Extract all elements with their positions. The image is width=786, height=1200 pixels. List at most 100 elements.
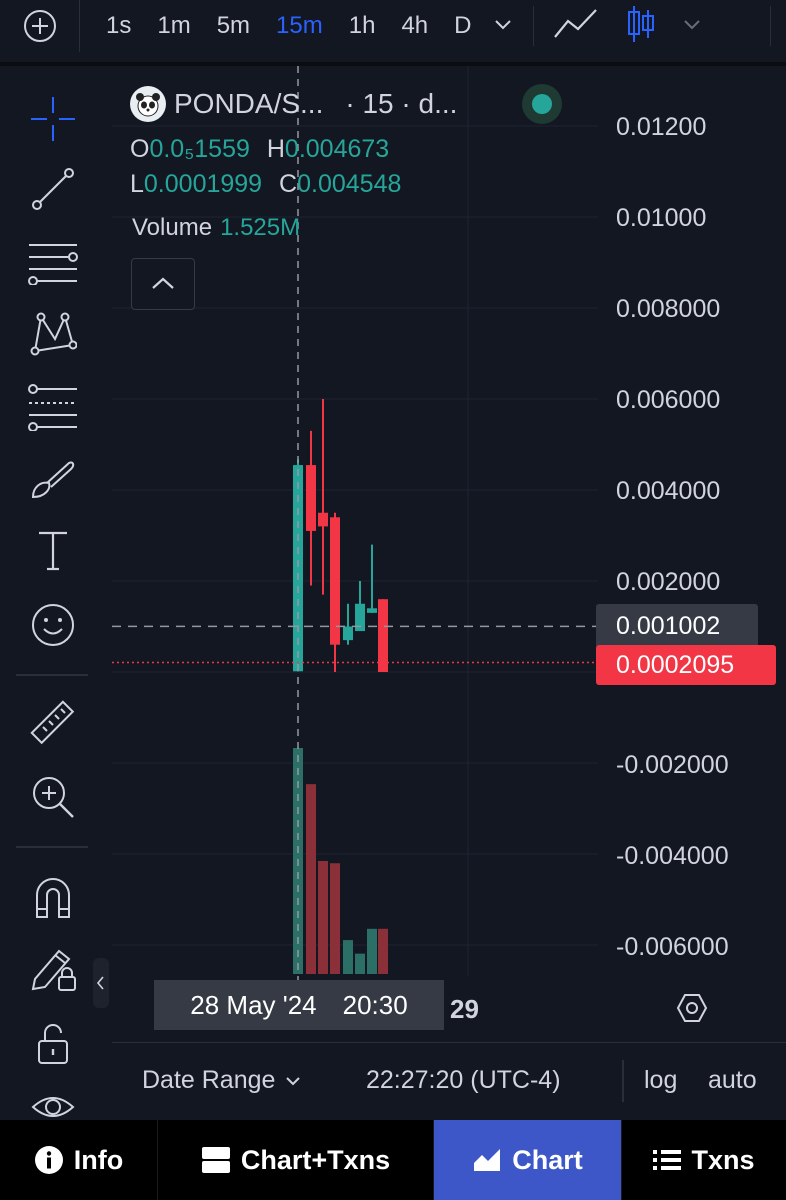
price-axis-label: -0.006000: [616, 933, 729, 961]
visibility-tool[interactable]: [22, 1076, 84, 1138]
volume-value: 1.525M: [220, 214, 301, 241]
candle-body: [343, 626, 353, 641]
timeframe-1h[interactable]: 1h: [348, 12, 376, 39]
collapse-legend-button[interactable]: [131, 258, 195, 310]
chart-pane[interactable]: [112, 66, 786, 1041]
text-icon: [39, 531, 67, 571]
nav-chart-txns-label: Chart+Txns: [240, 1144, 391, 1175]
plus-circle-icon: [23, 10, 56, 42]
candle-body: [378, 599, 388, 672]
low-label: L: [130, 170, 144, 198]
ohlc-row-2: L0.0001999 C0.004548: [130, 170, 401, 199]
volume-bar: [355, 953, 365, 974]
timeframe-dropdown-button[interactable]: [493, 17, 513, 36]
token-logo-icon: [130, 86, 166, 122]
nav-info[interactable]: Info: [0, 1120, 158, 1200]
ohlc-row-1: O0.0₅1559 H0.004673: [130, 135, 389, 164]
chart-settings-button[interactable]: [676, 992, 708, 1029]
chart-legend: PONDA/S... · 15 · d...: [130, 84, 457, 124]
nav-info-label: Info: [73, 1144, 124, 1175]
add-symbol-button[interactable]: [0, 0, 80, 52]
volume-legend: Volume 1.525M: [132, 214, 300, 242]
candle-body: [293, 465, 303, 672]
pencil-lock-icon: [31, 949, 76, 991]
horizontal-lines-icon: [28, 244, 78, 285]
price-axis-label: 0.01000: [616, 204, 707, 232]
low-value: 0.0001999: [143, 170, 263, 198]
volume-bar: [330, 863, 340, 974]
timeframe-5m[interactable]: 5m: [216, 12, 251, 39]
date-range-button[interactable]: Date Range: [142, 1066, 301, 1095]
market-status-indicator[interactable]: [522, 84, 562, 124]
zoom-in-tool[interactable]: [22, 766, 84, 828]
list-icon: [653, 1150, 682, 1170]
ruler-tool[interactable]: [22, 692, 84, 754]
horizontal-lines-tool[interactable]: [22, 230, 84, 292]
pattern-tool[interactable]: [22, 302, 84, 364]
pattern-icon: [30, 312, 77, 356]
timeframe-1s[interactable]: 1s: [106, 12, 132, 39]
crosshair-price-tag: 0.001002: [596, 604, 758, 648]
nav-chart-label: Chart: [512, 1144, 583, 1175]
symbol-title[interactable]: PONDA/S...: [174, 88, 324, 119]
candle-body: [318, 512, 328, 527]
chevron-down-icon: [684, 19, 701, 29]
nav-chart[interactable]: Chart: [434, 1120, 622, 1200]
lock-drawing-tool[interactable]: [22, 938, 84, 1000]
collapse-sidebar-button[interactable]: [93, 958, 109, 1008]
chevron-up-icon: [152, 277, 174, 289]
chart-type-dropdown-button[interactable]: [682, 17, 702, 36]
price-axis-label: -0.004000: [616, 842, 729, 870]
price-axis-label: 0.006000: [616, 386, 721, 414]
price-chart: [112, 66, 598, 981]
candle-body: [355, 603, 365, 632]
nav-chart-txns[interactable]: Chart+Txns: [158, 1120, 434, 1200]
timeframe-1m[interactable]: 1m: [157, 12, 191, 39]
volume-bar: [343, 940, 353, 974]
emoji-tool[interactable]: [22, 594, 84, 656]
volume-bar: [378, 928, 388, 974]
crosshair-date: 28 May '24: [190, 989, 317, 1020]
ruler-icon: [30, 700, 75, 745]
bottom-divider: [622, 1060, 624, 1102]
bottom-nav: Info Chart+Txns Chart Txns: [0, 1120, 786, 1200]
timeframe-d[interactable]: D: [454, 12, 472, 39]
high-value: 0.004673: [284, 135, 390, 163]
timeframe-4h[interactable]: 4h: [401, 12, 429, 39]
brush-tool[interactable]: [22, 448, 84, 510]
close-value: 0.004548: [297, 170, 402, 198]
timeframe-15m[interactable]: 15m: [276, 12, 323, 39]
auto-scale-toggle[interactable]: auto: [708, 1066, 757, 1094]
volume-bar: [318, 861, 328, 974]
crosshair-tool[interactable]: [22, 88, 84, 150]
price-axis-label: -0.002000: [616, 751, 729, 779]
crosshair-icon: [31, 97, 75, 141]
magnet-icon: [36, 878, 70, 918]
timezone-clock[interactable]: 22:27:20 (UTC-4): [366, 1066, 561, 1094]
text-tool[interactable]: [22, 520, 84, 582]
volume-bar: [367, 928, 377, 974]
toolbar-divider: [770, 6, 771, 46]
sidebar-divider: [16, 674, 88, 676]
log-scale-toggle[interactable]: log: [644, 1066, 678, 1094]
nav-txns[interactable]: Txns: [622, 1120, 786, 1200]
candles-icon: [628, 5, 655, 42]
time-axis-tick: 29: [450, 994, 479, 1024]
candle-chart-type-button[interactable]: [626, 4, 656, 49]
symbol-interval: · 15 · d...: [345, 88, 458, 119]
price-axis-label: 0.008000: [616, 295, 721, 323]
prediction-tool[interactable]: [22, 376, 84, 438]
chevron-down-icon: [495, 19, 512, 29]
eye-icon: [31, 1097, 75, 1117]
magnet-tool[interactable]: [22, 866, 84, 928]
candle-body: [330, 517, 340, 645]
line-chart-icon: [554, 8, 598, 38]
trend-line-tool[interactable]: [22, 158, 84, 220]
zoom-in-icon: [33, 777, 74, 818]
drawing-toolbar: [0, 66, 106, 1120]
line-chart-type-button[interactable]: [552, 7, 600, 46]
price-axis-label: 0.002000: [616, 568, 721, 596]
candle-body: [306, 465, 316, 531]
lock-all-tool[interactable]: [22, 1012, 84, 1074]
price-axis-label: 0.004000: [616, 477, 721, 505]
